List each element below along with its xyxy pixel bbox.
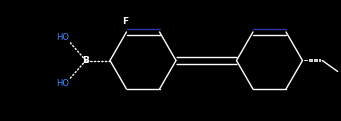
Text: B: B — [83, 56, 89, 65]
Text: HO: HO — [56, 33, 69, 42]
Text: HO: HO — [56, 79, 69, 88]
Text: F: F — [122, 17, 129, 26]
Text: Et: Et — [340, 66, 341, 76]
